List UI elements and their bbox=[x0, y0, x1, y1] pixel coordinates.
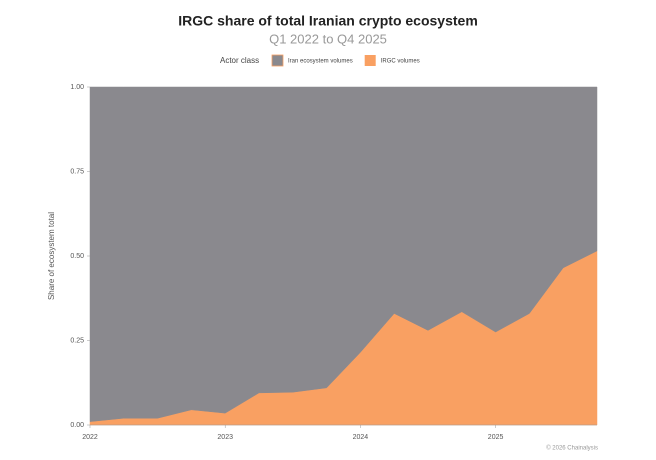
y-tick-label: 1.00 bbox=[70, 84, 84, 91]
x-tick-label: 2023 bbox=[217, 434, 233, 441]
source: © 2026 Chainalysis bbox=[546, 445, 598, 452]
x-tick-label: 2024 bbox=[353, 434, 369, 441]
area bbox=[89, 86, 598, 422]
legend-title: Actor class bbox=[220, 56, 259, 65]
chart-subtitle: Q1 2022 to Q4 2025 bbox=[269, 31, 387, 46]
legend-swatch bbox=[271, 54, 284, 67]
x-tick-label: 2025 bbox=[488, 434, 504, 441]
y-tick-label: 0.50 bbox=[70, 253, 84, 260]
y-tick-label: 0.00 bbox=[70, 422, 84, 429]
legend-label: IRGC volumes bbox=[381, 59, 420, 65]
y-tick-label: 0.25 bbox=[70, 337, 84, 344]
y-axis-label: Share of ecosystem total bbox=[47, 212, 56, 300]
legend-label: Iran ecosystem volumes bbox=[288, 59, 353, 65]
chart-title: IRGC share of total Iranian crypto ecosy… bbox=[178, 13, 478, 29]
y-tick-label: 0.75 bbox=[70, 168, 84, 175]
legend-swatch bbox=[364, 55, 376, 66]
x-tick-label: 2022 bbox=[82, 434, 98, 441]
